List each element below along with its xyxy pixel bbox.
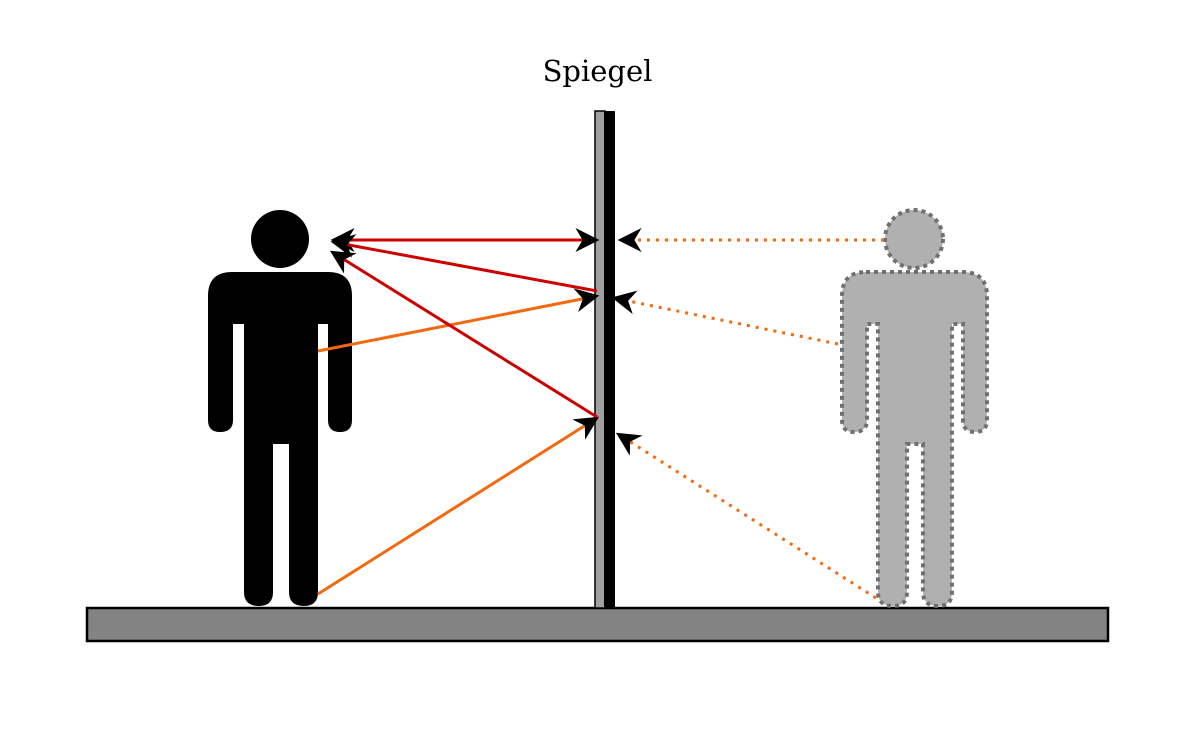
mirror-image-person-icon (840, 208, 989, 609)
ray-reflected-chest (330, 234, 598, 293)
virtual-ray-foot (615, 432, 877, 600)
mirror-label: Spiegel (0, 54, 1195, 88)
virtual-ray-chest (611, 290, 839, 346)
ray-incident-foot (317, 416, 600, 596)
ray-reflected-foot (329, 250, 598, 419)
floor (85, 606, 1110, 643)
mirror (594, 110, 615, 609)
mirror-backing (604, 111, 615, 608)
light-rays (317, 228, 600, 596)
mirror-glass (594, 110, 606, 609)
mirror-label-text: Spiegel (542, 54, 653, 88)
person-icon (208, 210, 352, 606)
virtual-rays (611, 228, 884, 600)
ray-incident-chest (317, 288, 600, 353)
